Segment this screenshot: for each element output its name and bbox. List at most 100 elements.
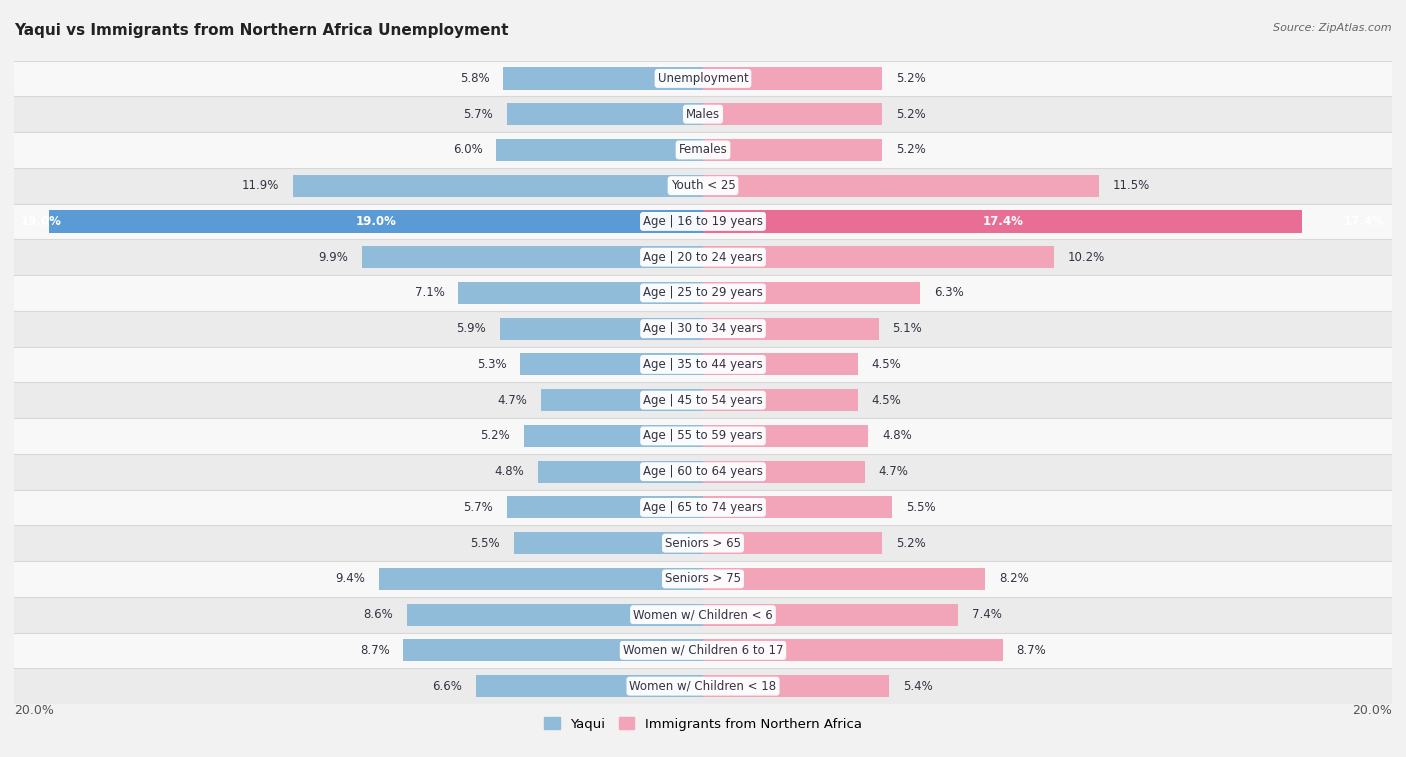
Text: Age | 30 to 34 years: Age | 30 to 34 years [643,322,763,335]
Text: Women w/ Children < 6: Women w/ Children < 6 [633,608,773,621]
Text: 5.2%: 5.2% [896,143,925,157]
Bar [14,633,1392,668]
Bar [48,210,703,232]
Bar [404,640,703,662]
Text: 10.2%: 10.2% [1069,251,1105,263]
Bar [499,318,703,340]
Bar [458,282,703,304]
Text: 17.4%: 17.4% [983,215,1024,228]
Text: 7.4%: 7.4% [972,608,1001,621]
Text: Age | 60 to 64 years: Age | 60 to 64 years [643,465,763,478]
Bar [703,389,858,411]
Bar [14,418,1392,453]
Text: Age | 65 to 74 years: Age | 65 to 74 years [643,501,763,514]
Bar [14,61,1392,96]
Text: 8.7%: 8.7% [1017,644,1046,657]
Text: Source: ZipAtlas.com: Source: ZipAtlas.com [1274,23,1392,33]
Text: 6.0%: 6.0% [453,143,482,157]
Text: Age | 16 to 19 years: Age | 16 to 19 years [643,215,763,228]
Text: 5.3%: 5.3% [477,358,506,371]
Text: Women w/ Children 6 to 17: Women w/ Children 6 to 17 [623,644,783,657]
Text: 4.5%: 4.5% [872,358,901,371]
Bar [14,204,1392,239]
Bar [703,210,1302,232]
Bar [703,460,865,483]
Bar [506,497,703,519]
Text: 20.0%: 20.0% [14,704,53,717]
Bar [703,282,920,304]
Text: Females: Females [679,143,727,157]
Bar [537,460,703,483]
Bar [703,497,893,519]
Bar [380,568,703,590]
Text: Seniors > 65: Seniors > 65 [665,537,741,550]
Text: Yaqui vs Immigrants from Northern Africa Unemployment: Yaqui vs Immigrants from Northern Africa… [14,23,509,38]
Bar [14,132,1392,168]
Text: Age | 45 to 54 years: Age | 45 to 54 years [643,394,763,407]
Bar [14,525,1392,561]
Bar [703,354,858,375]
Bar [14,597,1392,633]
Legend: Yaqui, Immigrants from Northern Africa: Yaqui, Immigrants from Northern Africa [538,712,868,736]
Bar [14,347,1392,382]
Text: 8.2%: 8.2% [1000,572,1029,585]
Text: 19.0%: 19.0% [356,215,396,228]
Text: 5.2%: 5.2% [896,537,925,550]
Bar [703,175,1099,197]
Bar [703,139,882,161]
Bar [503,67,703,89]
Text: 11.5%: 11.5% [1114,179,1150,192]
Text: Age | 55 to 59 years: Age | 55 to 59 years [643,429,763,442]
Bar [703,103,882,125]
Bar [14,275,1392,311]
Text: 6.3%: 6.3% [934,286,963,300]
Bar [14,96,1392,132]
Bar [520,354,703,375]
Bar [524,425,703,447]
Bar [14,168,1392,204]
Text: Age | 20 to 24 years: Age | 20 to 24 years [643,251,763,263]
Bar [703,603,957,626]
Bar [14,490,1392,525]
Bar [14,453,1392,490]
Text: 5.5%: 5.5% [907,501,936,514]
Bar [703,675,889,697]
Text: 5.8%: 5.8% [460,72,489,85]
Bar [361,246,703,268]
Text: 4.7%: 4.7% [879,465,908,478]
Text: 5.7%: 5.7% [463,107,494,120]
Bar [14,382,1392,418]
Text: 5.4%: 5.4% [903,680,932,693]
Bar [292,175,703,197]
Bar [475,675,703,697]
Bar [496,139,703,161]
Text: 11.9%: 11.9% [242,179,280,192]
Bar [703,67,882,89]
Text: 9.4%: 9.4% [336,572,366,585]
Text: 19.0%: 19.0% [21,215,62,228]
Text: 5.2%: 5.2% [481,429,510,442]
Bar [541,389,703,411]
Text: 8.6%: 8.6% [363,608,392,621]
Bar [703,532,882,554]
Bar [703,246,1054,268]
Text: 8.7%: 8.7% [360,644,389,657]
Text: Males: Males [686,107,720,120]
Text: 5.2%: 5.2% [896,72,925,85]
Bar [703,425,869,447]
Bar [506,103,703,125]
Bar [703,640,1002,662]
Text: 7.1%: 7.1% [415,286,444,300]
Text: 4.8%: 4.8% [882,429,912,442]
Text: Youth < 25: Youth < 25 [671,179,735,192]
Text: Age | 35 to 44 years: Age | 35 to 44 years [643,358,763,371]
Text: 5.5%: 5.5% [470,537,499,550]
Bar [703,568,986,590]
Text: 5.2%: 5.2% [896,107,925,120]
Text: 6.6%: 6.6% [432,680,461,693]
Text: 5.9%: 5.9% [456,322,486,335]
Bar [14,561,1392,597]
Bar [14,668,1392,704]
Text: Age | 25 to 29 years: Age | 25 to 29 years [643,286,763,300]
Bar [14,311,1392,347]
